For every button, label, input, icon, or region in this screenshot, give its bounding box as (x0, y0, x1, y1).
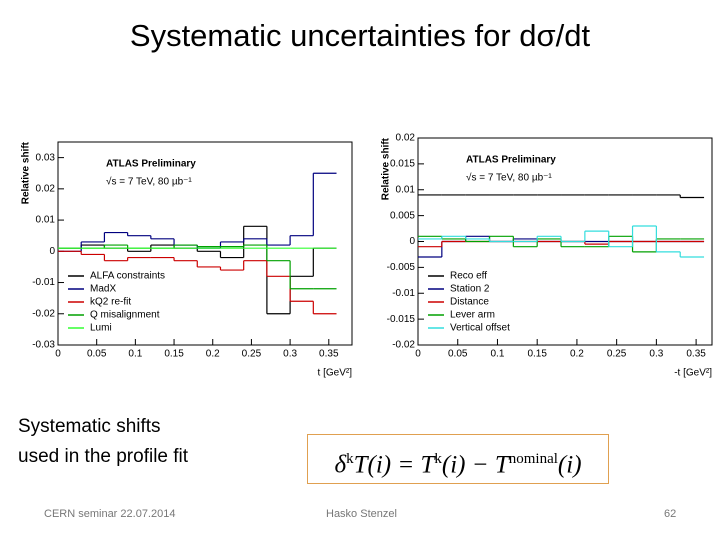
y-tick-label: -0.01 (392, 288, 415, 299)
x-tick-label: 0.05 (87, 349, 107, 360)
annotation: √s = 7 TeV, 80 µb⁻¹ (106, 176, 192, 188)
y-axis-label: Relative shift (21, 141, 32, 204)
x-tick-label: 0.2 (570, 349, 584, 360)
y-tick-label: -0.015 (387, 314, 416, 325)
annotation: ATLAS Preliminary (466, 155, 556, 166)
slide-title: Systematic uncertainties for dσ/dt (129, 18, 591, 53)
y-tick-label: 0.005 (390, 210, 415, 221)
x-tick-label: 0.25 (242, 349, 262, 360)
formula-part: (i) (557, 451, 582, 479)
legend-label: kQ2 re-fit (90, 297, 131, 308)
y-tick-label: -0.03 (32, 340, 55, 351)
legend-label: Vertical offset (450, 323, 510, 334)
x-tick-label: 0.35 (686, 349, 706, 360)
charts: -0.03 -0.02 -0.01 0 0.01 0.02 0.03 0 0.05 0.1 0.15… (21, 133, 713, 379)
y-tick-label: 0.01 (396, 184, 416, 195)
legend-label: ALFA constraints (90, 271, 165, 282)
y-tick-label: 0.01 (36, 215, 56, 226)
x-tick-label: 0.25 (607, 349, 627, 360)
legend-label: Lumi (90, 323, 112, 334)
y-tick-label: 0.015 (390, 159, 415, 170)
legend-label: Lever arm (450, 310, 495, 321)
legend-label: Reco eff (450, 271, 487, 282)
y-axis-label: Relative shift (381, 137, 392, 200)
footer-left: CERN seminar 22.07.2014 (44, 508, 176, 520)
y-tick-label: 0.03 (36, 152, 56, 163)
formula-part: T(i) = T (353, 451, 435, 479)
y-tick-label: -0.02 (32, 308, 55, 319)
caption-line: Systematic shifts (18, 416, 161, 437)
formula: δkT(i) = Tk(i) − Tnominal(i) (307, 434, 609, 484)
x-tick-label: 0.1 (491, 349, 505, 360)
plot-frame (57, 141, 353, 346)
caption-line: used in the profile fit (18, 446, 189, 467)
y-tick-label: -0.005 (387, 262, 416, 273)
x-tick-label: 0 (415, 349, 421, 360)
footer-center: Hasko Stenzel (326, 508, 397, 520)
y-tick-label: 0 (409, 236, 415, 247)
y-tick-label: 0.02 (36, 183, 56, 194)
formula-part: δ (334, 451, 347, 479)
x-tick-label: 0.1 (128, 349, 142, 360)
legend-label: Q misalignment (90, 310, 160, 321)
formula-sup: k (346, 451, 354, 467)
x-tick-label: 0.05 (448, 349, 468, 360)
annotation: ATLAS Preliminary (106, 159, 196, 170)
x-axis-label: -t [GeV²] (674, 368, 712, 379)
legend-label: MadX (90, 284, 116, 295)
x-tick-label: 0.2 (206, 349, 220, 360)
y-tick-label: 0.02 (396, 133, 416, 144)
x-tick-label: 0.15 (527, 349, 547, 360)
formula-sup: nominal (508, 451, 558, 467)
x-tick-label: 0.35 (319, 349, 339, 360)
x-tick-label: 0.3 (283, 349, 297, 360)
formula-part: (i) − T (441, 451, 509, 479)
caption: Systematic shifts used in the profile fi… (18, 412, 188, 472)
formula-sup: k (434, 451, 442, 467)
y-tick-label: -0.02 (392, 340, 415, 351)
page-number: 62 (664, 508, 677, 520)
x-axis-label: t [GeV²] (318, 368, 353, 379)
legend-label: Station 2 (450, 284, 490, 295)
annotation: √s = 7 TeV, 80 µb⁻¹ (466, 172, 552, 184)
legend-label: Distance (450, 297, 489, 308)
x-tick-label: 0.3 (649, 349, 663, 360)
x-tick-label: 0.15 (164, 349, 184, 360)
y-tick-label: 0 (49, 246, 55, 257)
x-tick-label: 0 (55, 349, 61, 360)
y-tick-label: -0.01 (32, 277, 55, 288)
